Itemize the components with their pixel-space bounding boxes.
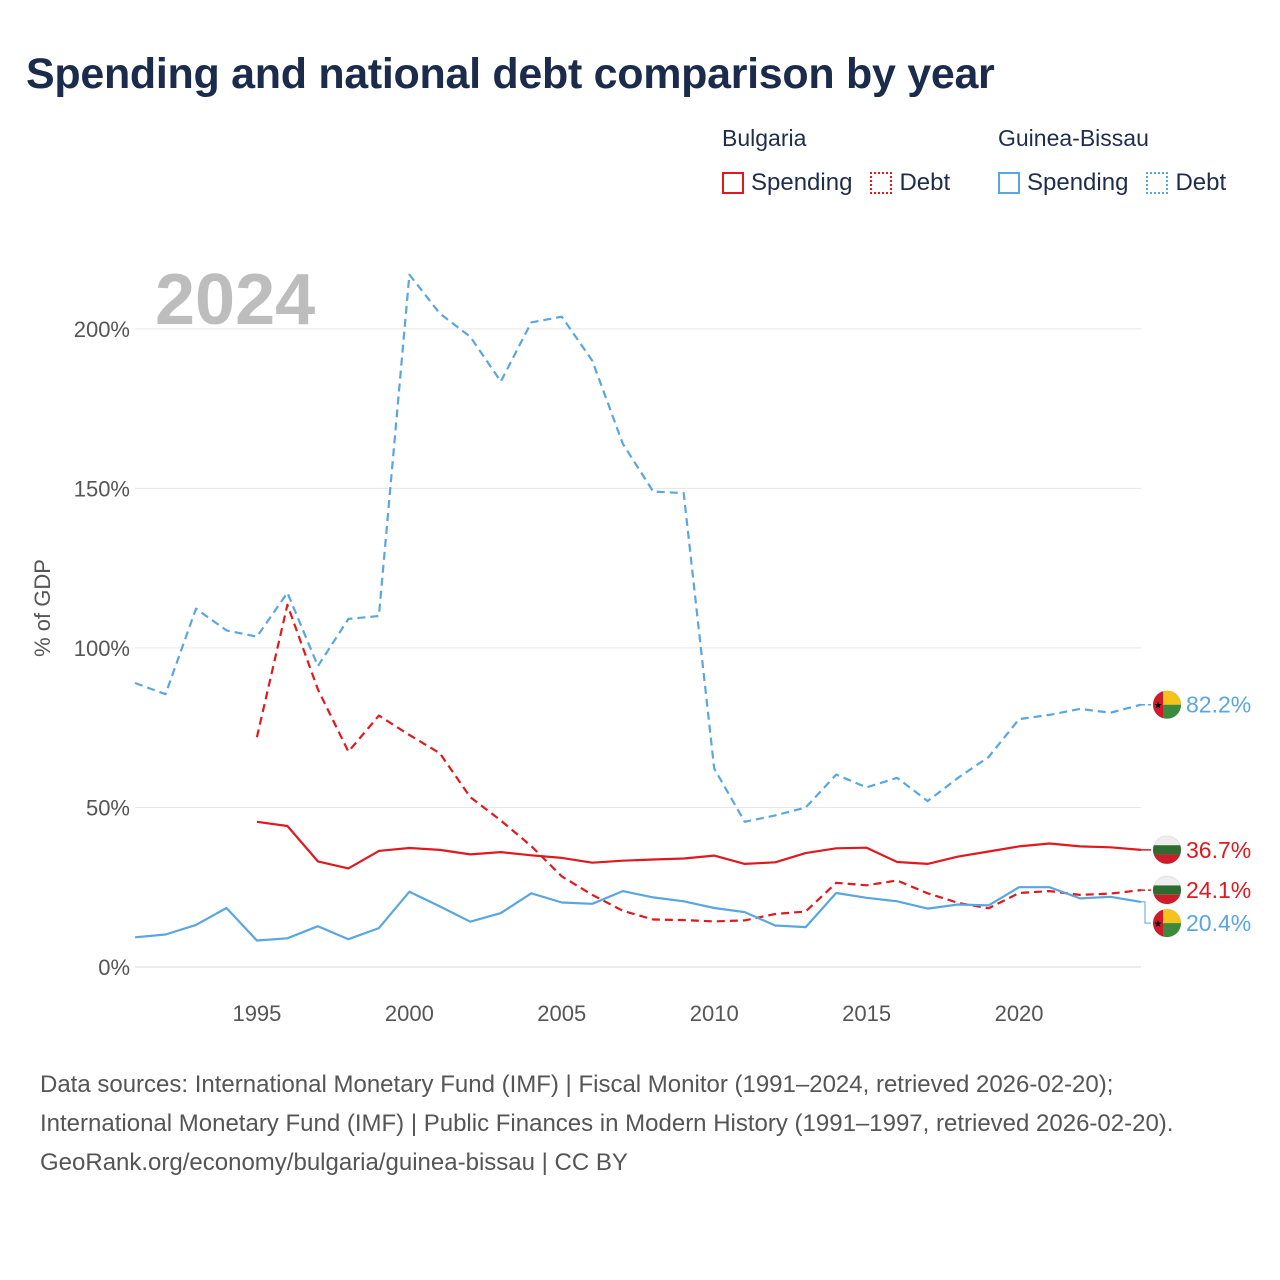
legend-label: Spending	[751, 169, 853, 196]
x-tick-label: 2015	[842, 1001, 891, 1026]
legend-item-guinea-bissau-spending[interactable]: Spending	[998, 169, 1128, 197]
end-value-label: 20.4%	[1186, 910, 1251, 936]
gridlines	[135, 328, 1141, 968]
legend-swatch-dotted-icon	[870, 172, 893, 194]
legend-country-bulgaria: Bulgaria	[722, 125, 807, 151]
end-label-group: 24.1%	[1141, 875, 1251, 905]
end-labels: ★ 82.2% 36.7% 24.1% ★ 20.4%	[1141, 690, 1251, 938]
credit-link[interactable]: GeoRank.org/economy/bulgaria/guinea-biss…	[40, 1149, 628, 1176]
x-tick-label: 2010	[690, 1001, 739, 1026]
chart-title: Spending and national debt comparison by…	[26, 50, 995, 98]
year-watermark: 2024	[155, 260, 315, 340]
legend-country-guinea-bissau: Guinea-Bissau	[998, 125, 1149, 151]
series-line-guinea-bissau-spending[interactable]	[134, 886, 1142, 942]
legend-label: Debt	[899, 169, 951, 196]
svg-text:★: ★	[1154, 919, 1163, 930]
legend-label: Debt	[1175, 169, 1227, 196]
series-line-bulgaria-spending[interactable]	[256, 820, 1142, 870]
y-axis: 0% 50% 100% 150% 200%	[74, 317, 130, 980]
leader-line	[1141, 901, 1151, 924]
legend-swatch-solid-icon	[722, 172, 744, 194]
series-group	[134, 273, 1142, 942]
legend-group-guinea-bissau: Guinea-Bissau Spending Debt	[998, 125, 1226, 197]
bulgaria-flag-icon	[1153, 835, 1181, 864]
legend-swatch-dotted-icon	[1146, 172, 1169, 194]
footer: Data sources: International Monetary Fun…	[40, 1065, 1240, 1182]
x-tick-label: 2020	[995, 1001, 1044, 1026]
svg-text:★: ★	[1154, 701, 1163, 712]
x-tick-label: 1995	[232, 1001, 281, 1026]
legend-item-bulgaria-debt[interactable]: Debt	[870, 169, 950, 197]
y-tick-label: 100%	[74, 636, 130, 661]
data-sources: Data sources: International Monetary Fun…	[40, 1071, 1174, 1137]
end-label-group: ★ 20.4%	[1141, 901, 1251, 938]
y-tick-label: 50%	[86, 795, 130, 820]
line-chart: 2024 0% 50% 100% 150% 200% 1995 2000 2005 2010 2…	[30, 260, 1251, 1026]
x-axis: 1995 2000 2005 2010 2015 2020	[232, 1001, 1043, 1026]
y-axis-title: % of GDP	[30, 559, 55, 657]
end-value-label: 36.7%	[1186, 837, 1251, 863]
legend-group-bulgaria: Bulgaria Spending Debt	[722, 125, 950, 197]
x-tick-label: 2000	[385, 1001, 434, 1026]
end-label-group: ★ 82.2%	[1141, 690, 1251, 720]
end-value-label: 82.2%	[1186, 692, 1251, 718]
series-line-bulgaria-debt[interactable]	[255, 603, 1142, 923]
legend-swatch-solid-icon	[998, 172, 1020, 194]
legend-label: Spending	[1027, 169, 1129, 196]
x-tick-label: 2005	[537, 1001, 586, 1026]
end-value-label: 24.1%	[1186, 877, 1251, 903]
y-tick-label: 150%	[74, 476, 130, 501]
legend-item-guinea-bissau-debt[interactable]: Debt	[1146, 169, 1226, 197]
series-line-guinea-bissau-debt[interactable]	[134, 273, 1142, 823]
y-tick-label: 0%	[98, 955, 130, 980]
bulgaria-flag-icon	[1153, 876, 1181, 905]
end-label-group: 36.7%	[1141, 835, 1251, 865]
legend-item-bulgaria-spending[interactable]: Spending	[722, 169, 852, 197]
y-tick-label: 200%	[74, 317, 130, 342]
